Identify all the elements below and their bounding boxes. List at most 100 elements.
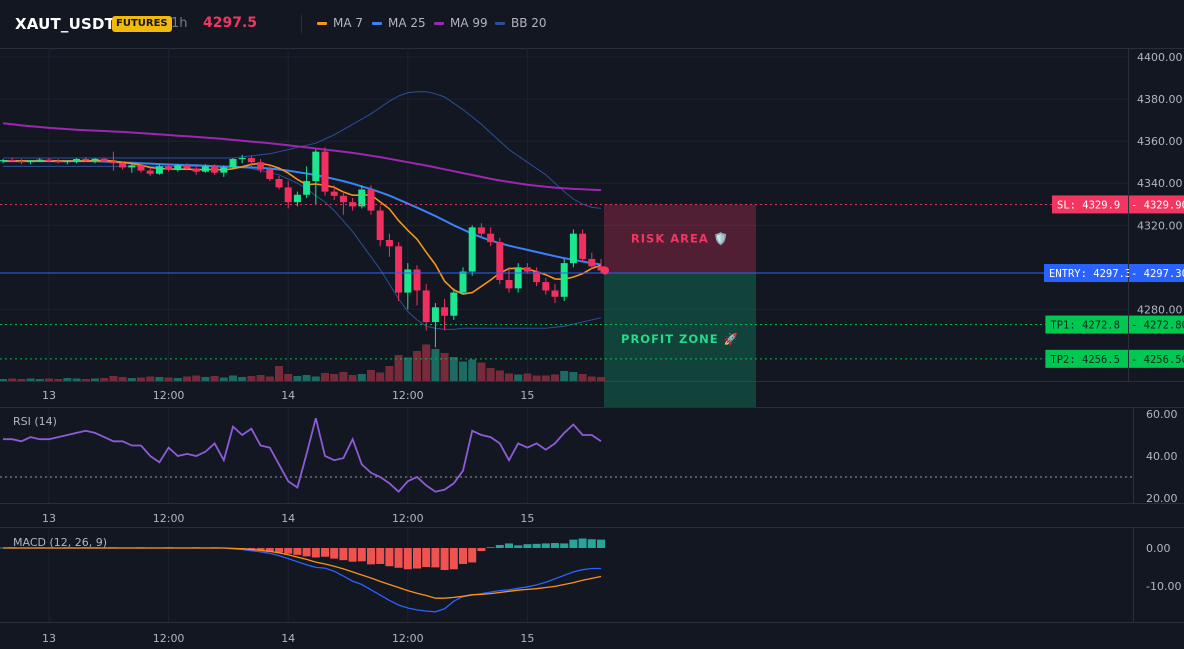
macd-line [3,547,601,613]
macd-hist-bar [256,548,265,550]
macd-hist-bar [486,547,495,549]
candle-body [376,210,384,240]
legend-ma7[interactable]: MA 7 [317,16,363,30]
volume-bar [578,374,587,381]
macd-hist-bar [293,548,302,555]
volume-bar [229,375,237,381]
legend-ma99-label: MA 99 [450,16,488,30]
rsi-line [3,417,602,493]
level-tag-label: SL: 4329.9 [1057,199,1120,211]
volume-bar [17,379,26,381]
volume-bar [72,378,81,381]
last-price-marker [601,266,609,275]
candle-body [238,157,246,160]
candle-body [404,269,412,293]
profit-zone [604,273,756,407]
macd-title: MACD (12, 26, 9) [13,536,107,549]
volume-bar [569,372,578,381]
volume-bar [468,359,477,381]
price-axis-tick: 4400.00 [1137,51,1183,64]
legend-ma25[interactable]: MA 25 [372,16,426,30]
volume-bar [339,372,348,381]
macd-hist-bar [357,548,366,562]
time-axis-tick: 15 [520,632,534,645]
candle-body [579,233,587,259]
volume-bar [247,376,256,381]
volume-bar [63,378,72,381]
chart-header: XAUT_USDT FUTURES 1h 4297.5 MA 7 MA 25 M… [0,0,1184,49]
time-axis-tick: 13 [42,512,56,525]
time-axis-tick: 12:00 [153,632,185,645]
rsi-pane: RSI (14) 60.00 40.00 20.00 [0,408,1178,505]
candle-body [146,170,154,174]
candle-body [505,279,513,289]
volume-bar [100,378,109,381]
volume-bar [541,375,550,381]
macd-hist-bar [311,548,320,558]
time-axis-tick: 12:00 [392,632,424,645]
symbol-label[interactable]: XAUT_USDT [15,15,116,33]
time-axis-tick: 12:00 [153,512,185,525]
macd-hist-bar [477,548,486,552]
macd-axis-tick: -10.00 [1146,580,1181,593]
candle-body [119,163,127,168]
volume-bar [514,374,523,381]
candle-body [588,258,596,267]
header-divider [301,15,302,33]
volume-bar [523,373,532,381]
volume-bar [137,377,145,381]
candle-body [155,166,163,174]
level-tag [1044,264,1128,283]
volume-bars [0,344,605,381]
volume-bar [560,371,569,381]
volume-bar [91,378,99,381]
volume-bar [0,379,7,381]
macd-hist-bar [440,548,449,571]
legend-ma99[interactable]: MA 99 [434,16,488,30]
price-axis-tick: 4360.00 [1137,135,1183,148]
macd-hist-bar [459,548,467,564]
candle-body [128,165,136,168]
macd-hist-bar [578,538,587,548]
candle-body [339,195,347,203]
futures-badge: FUTURES [112,16,172,32]
volume-bar [183,376,191,381]
macd-hist-bar [413,548,421,569]
macd-hist-bar [403,548,412,570]
interval-button[interactable]: 1h [171,16,188,31]
volume-bar [35,379,44,381]
macd-hist-bar [376,548,385,564]
legend-ma25-swatch [372,21,382,25]
candle-body [257,162,265,170]
macd-hist-bar [367,548,375,565]
time-axis-tick: 13 [42,389,56,402]
time-axis-tick: 15 [520,512,534,525]
time-axis-tick: 14 [281,389,295,402]
time-axis-tick: 15 [520,389,534,402]
macd-hist-bar [321,548,329,557]
candle-body [63,160,71,163]
candle-body [487,233,495,243]
macd-hist-bar [532,543,541,548]
grid [0,48,1184,623]
candle-body [211,166,219,173]
volume-bar [210,376,219,381]
macd-hist-bar [339,548,348,561]
candle-body [220,167,228,173]
moving-averages [2,122,602,295]
volume-bar [265,376,274,381]
level-price-value: - 4297.30 [1131,268,1184,280]
candle-body [174,165,182,170]
volume-bar [302,375,311,381]
macd-hist-bar [514,545,523,548]
macd-hist-bar [431,548,440,568]
candles [0,147,605,348]
macd-hist-bar [468,548,477,563]
profit-zone-label: PROFIT ZONE 🚀 [621,332,739,346]
time-axis-tick: 13 [42,632,56,645]
legend-bb20[interactable]: BB 20 [495,16,547,30]
rsi-axis-tick: 60.00 [1146,408,1178,421]
macd-hist-bar [495,544,504,548]
level-price-value: - 4256.50 [1131,354,1184,366]
